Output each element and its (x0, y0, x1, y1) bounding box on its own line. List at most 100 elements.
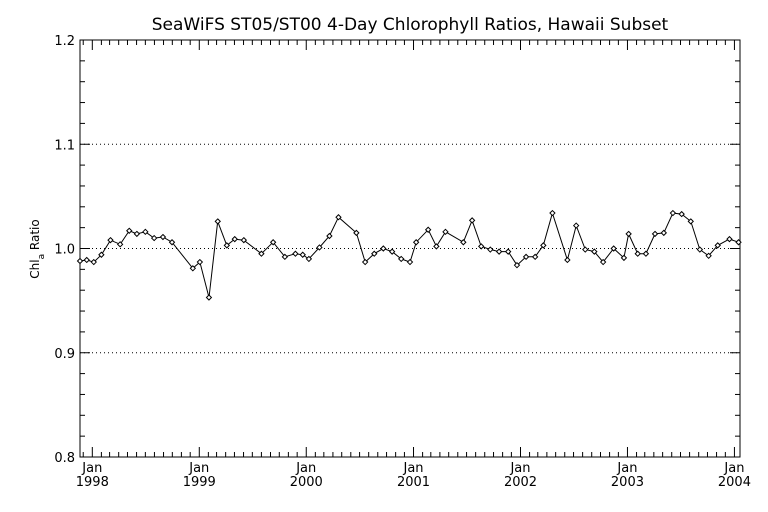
data-point (705, 252, 712, 260)
x-tick-month: Jan (509, 461, 530, 476)
data-point (495, 248, 503, 255)
data-point (599, 258, 607, 266)
x-tick-year: 2001 (397, 475, 430, 490)
data-point (478, 243, 485, 250)
data-point (388, 248, 396, 255)
data-point (98, 251, 105, 258)
data-point (90, 258, 97, 266)
data-point (281, 253, 289, 261)
y-tick-label: 1.2 (54, 34, 75, 49)
data-point (582, 246, 589, 253)
x-tick-year: 2000 (290, 475, 323, 490)
data-point (522, 253, 530, 261)
data-point (540, 242, 547, 249)
data-point (133, 230, 141, 238)
data-point (240, 236, 248, 244)
y-tick-label: 1.0 (54, 243, 75, 258)
data-point (687, 218, 694, 225)
data-point (299, 251, 306, 258)
y-tick-label: 0.9 (54, 347, 75, 362)
data-point (620, 254, 628, 262)
data-point (335, 214, 342, 221)
data-point (223, 242, 231, 249)
data-point (258, 250, 265, 257)
y-tick-label: 0.8 (54, 451, 75, 466)
data-point (696, 246, 704, 253)
y-axis-label-suffix: Ratio (28, 219, 42, 254)
plot-frame (79, 39, 741, 458)
data-point (107, 236, 114, 244)
data-point (634, 250, 641, 257)
x-tick-month: Jan (616, 461, 637, 476)
data-point (305, 255, 313, 263)
x-tick-month: Jan (188, 461, 209, 476)
data-point (316, 244, 323, 251)
data-point (83, 256, 90, 264)
data-point (269, 239, 277, 246)
x-tick-month: Jan (723, 461, 744, 476)
y-tick-label: 1.1 (54, 138, 75, 153)
x-axis: Jan1998Jan1999Jan2000Jan2001Jan2002Jan20… (76, 40, 751, 490)
x-tick-month: Jan (81, 461, 102, 476)
data-point (371, 250, 378, 257)
data-point (353, 229, 360, 237)
data-point (406, 258, 414, 266)
data-point (735, 239, 742, 246)
data-point (468, 217, 476, 224)
data-point (564, 256, 571, 264)
data-point (189, 265, 197, 272)
data-point (726, 235, 733, 243)
data-point (424, 226, 432, 233)
data-point (361, 258, 369, 266)
x-tick-month: Jan (295, 461, 316, 476)
data-point (591, 248, 598, 255)
data-point (150, 234, 158, 242)
data-point (196, 258, 204, 266)
data-point (678, 210, 685, 218)
series (76, 209, 742, 301)
data-point (380, 245, 387, 252)
data-point (460, 239, 467, 246)
data-point (168, 239, 176, 246)
data-point (326, 232, 333, 240)
x-tick-year: 2003 (611, 475, 644, 490)
data-point (142, 228, 149, 236)
data-point (76, 257, 84, 265)
x-tick-year: 2004 (718, 475, 751, 490)
data-point (549, 209, 556, 217)
data-point (231, 235, 238, 243)
data-point (610, 245, 617, 252)
chart-title: SeaWiFS ST05/ST00 4-Day Chlorophyll Rati… (152, 15, 669, 35)
x-tick-month: Jan (402, 461, 423, 476)
y-axis-label-prefix: Chl (28, 259, 42, 278)
data-point (433, 243, 440, 250)
x-tick-year: 1999 (183, 475, 216, 490)
y-axis: 0.8 0.9 1.0 1.1 1.2 (54, 34, 740, 466)
y-axis-label-subscript: a (37, 254, 47, 260)
data-point (412, 239, 420, 246)
data-point (116, 241, 124, 248)
data-point (669, 209, 677, 217)
data-point (642, 250, 650, 257)
data-point (625, 230, 632, 238)
data-point (513, 261, 521, 269)
data-point (126, 227, 133, 234)
y-axis-label: Chla Ratio (28, 219, 47, 278)
series-line (79, 211, 739, 298)
data-point (487, 246, 494, 253)
data-point (214, 218, 221, 225)
x-tick-year: 2002 (504, 475, 537, 490)
data-point (504, 248, 512, 255)
data-point (660, 229, 668, 237)
data-point (159, 233, 167, 241)
data-point (714, 242, 721, 249)
data-point (651, 230, 659, 238)
data-point (398, 255, 405, 263)
data-point (531, 253, 539, 261)
grid (80, 143, 740, 354)
data-point (442, 228, 449, 236)
x-tick-year: 1998 (76, 475, 109, 490)
data-point (572, 222, 580, 229)
data-point (205, 294, 213, 301)
